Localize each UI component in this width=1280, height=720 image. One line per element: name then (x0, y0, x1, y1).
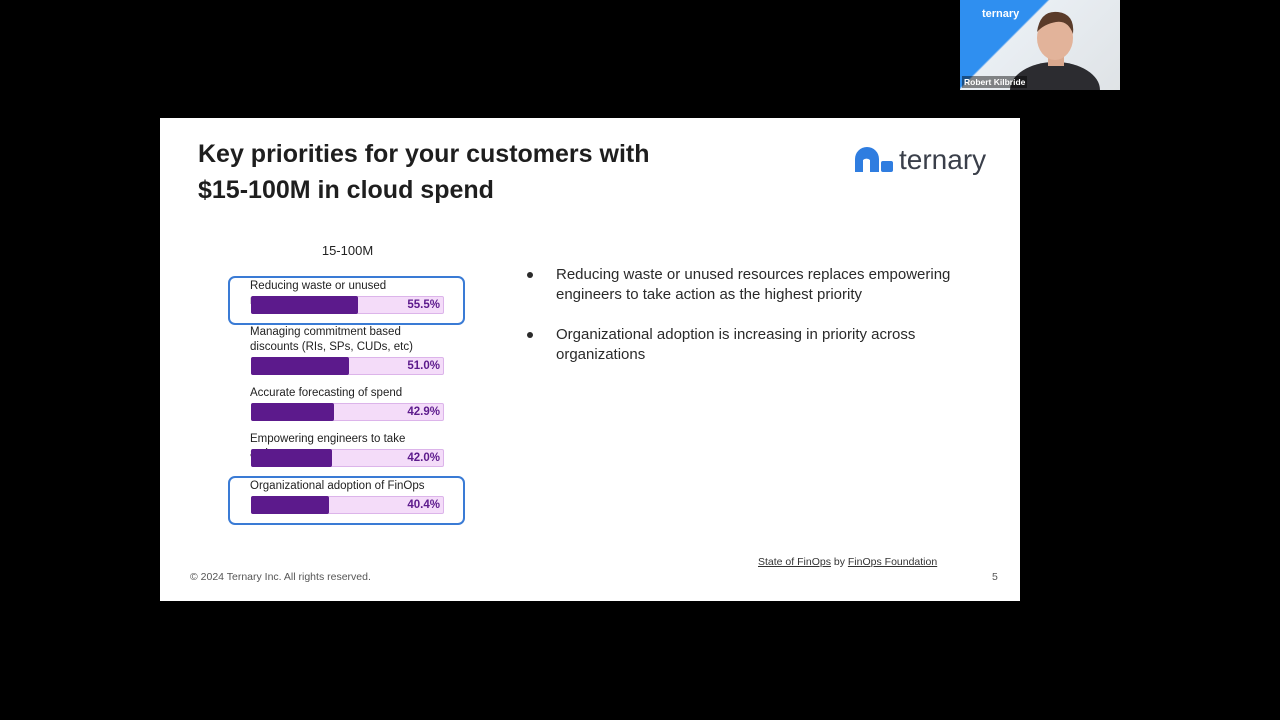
value-label: 55.5% (407, 299, 440, 311)
value-label: 51.0% (407, 360, 440, 372)
value-label: 40.4% (407, 499, 440, 511)
slide-title: Key priorities for your customers with (198, 140, 650, 168)
highlight-box (228, 476, 465, 525)
tile-logo: ternary (982, 8, 1020, 20)
slide-title: $15-100M in cloud spend (198, 176, 494, 204)
source-link[interactable]: FinOps Foundation (847, 556, 938, 568)
category-label: Organizational adoption of FinOps (250, 480, 425, 492)
logo-icon (855, 147, 893, 172)
bar (251, 403, 334, 421)
bullet-dot (527, 332, 533, 338)
bullet-text: Organizational adoption is increasing in… (556, 326, 916, 363)
bar (251, 496, 329, 514)
highlight-box (228, 276, 465, 325)
bullet-dot (527, 272, 533, 278)
source-by: by (833, 556, 845, 568)
slide-logo: ternary (899, 144, 987, 175)
copyright: © 2024 Ternary Inc. All rights reserved. (190, 571, 371, 583)
bar (251, 449, 333, 467)
bar (251, 357, 350, 375)
category-label: Accurate forecasting of spend (250, 387, 403, 399)
bar (251, 296, 359, 314)
page-number: 5 (992, 571, 998, 583)
source-link[interactable]: State of FinOps (758, 556, 831, 568)
chart-title: 15-100M (321, 243, 374, 258)
category-label: Managing commitment based discounts (RIs… (250, 326, 413, 353)
participant-name: Robert Kilbride (962, 76, 1028, 88)
speaker (1010, 11, 1100, 90)
bullet-text: Reducing waste or unused resources repla… (556, 266, 951, 303)
value-label: 42.0% (407, 452, 440, 464)
source: State of FinOps by FinOps Foundation (758, 556, 937, 568)
value-label: 42.9% (407, 406, 440, 418)
video-tile: ternary Robert Kilbride (960, 0, 1120, 90)
